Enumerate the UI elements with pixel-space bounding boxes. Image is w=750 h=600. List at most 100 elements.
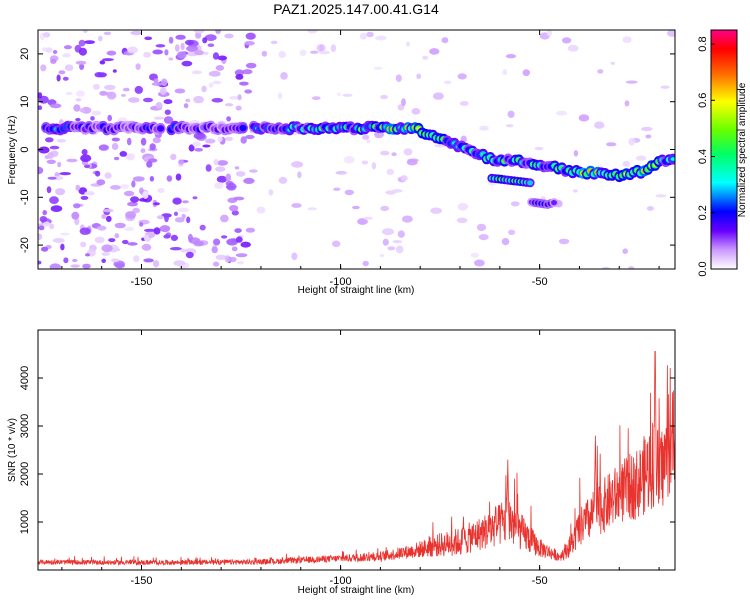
heatmap-noise-cell bbox=[98, 144, 109, 151]
heatmap-noise-cell bbox=[38, 146, 50, 154]
heatmap-noise-cell bbox=[47, 152, 54, 159]
heatmap-noise-cell bbox=[522, 69, 530, 77]
heatmap-noise-cell bbox=[234, 228, 242, 234]
heatmap-noise-cell bbox=[79, 227, 91, 235]
heatmap-noise-cell bbox=[501, 238, 510, 246]
heatmap-noise-cell bbox=[121, 93, 126, 97]
heatmap-noise-cell bbox=[112, 69, 117, 73]
heatmap-noise-cell bbox=[157, 188, 165, 193]
heatmap-noise-cell bbox=[400, 175, 408, 182]
heatmap-noise-cell bbox=[226, 238, 238, 246]
heatmap-noise-cell bbox=[534, 146, 544, 151]
heatmap-noise-cell bbox=[319, 44, 324, 52]
heatmap-noise-cell bbox=[406, 41, 410, 47]
heatmap-noise-cell bbox=[391, 152, 397, 157]
heatmap-noise-cell bbox=[188, 144, 195, 152]
heatmap-noise-cell bbox=[155, 44, 166, 48]
heatmap-noise-cell bbox=[373, 66, 383, 70]
heatmap-noise-cell bbox=[476, 223, 487, 232]
heatmap-noise-cell bbox=[56, 74, 61, 82]
heatmap-noise-cell bbox=[163, 234, 171, 239]
heatmap-noise-cell bbox=[114, 263, 125, 269]
heatmap-noise-cell bbox=[143, 234, 150, 242]
heatmap-noise-cell bbox=[144, 228, 156, 233]
heatmap-noise-cell bbox=[403, 148, 413, 156]
spectrogram-x-label: Height of straight line (km) bbox=[298, 285, 415, 296]
heatmap-noise-cell bbox=[101, 244, 113, 253]
heatmap-noise-cell bbox=[362, 134, 370, 140]
heatmap-noise-cell bbox=[47, 176, 57, 180]
heatmap-noise-cell bbox=[159, 87, 167, 95]
colorbar-tick-label: 0.0 bbox=[697, 261, 709, 276]
heatmap-noise-cell bbox=[625, 80, 638, 84]
heatmap-ridge-cell bbox=[157, 125, 165, 132]
heatmap-noise-cell bbox=[107, 91, 117, 100]
heatmap-noise-cell bbox=[344, 189, 354, 196]
y-tick-label: 20 bbox=[19, 48, 31, 60]
heatmap-noise-cell bbox=[235, 236, 243, 243]
heatmap-noise-cell bbox=[56, 139, 67, 143]
heatmap-noise-cell bbox=[508, 229, 516, 235]
heatmap-noise-cell bbox=[128, 97, 140, 103]
spectrogram-ticks: -150 -100 -50 20 10 0 -10 -20 bbox=[19, 30, 675, 288]
heatmap-noise-cell bbox=[299, 49, 307, 56]
heatmap-noise-cell bbox=[191, 70, 202, 75]
heatmap-noise-cell bbox=[382, 238, 389, 246]
heatmap-noise-cell bbox=[168, 57, 174, 61]
heatmap-noise-cell bbox=[78, 47, 87, 56]
heatmap-noise-cell bbox=[153, 260, 160, 268]
heatmap-noise-cell bbox=[395, 245, 404, 254]
x-tick-label: -100 bbox=[330, 276, 352, 288]
heatmap-noise-cell bbox=[235, 171, 246, 177]
heatmap-noise-cell bbox=[224, 33, 234, 39]
spectrogram-panel: -150 -100 -50 20 10 0 -10 -20 Height of straigh… bbox=[7, 29, 676, 296]
heatmap-noise-cell bbox=[362, 260, 369, 267]
heatmap-noise-cell bbox=[277, 92, 283, 100]
heatmap-noise-cell bbox=[194, 50, 204, 56]
heatmap-noise-cell bbox=[130, 196, 140, 203]
heatmap-noise-cell bbox=[556, 110, 568, 116]
heatmap-noise-cell bbox=[164, 214, 169, 223]
heatmap-noise-cell bbox=[152, 137, 161, 144]
heatmap-noise-cell bbox=[363, 216, 373, 220]
colorbar-gradient bbox=[710, 29, 738, 270]
heatmap-noise-cell bbox=[49, 145, 60, 150]
heatmap-noise-cell bbox=[50, 58, 57, 64]
chart-title: PAZ1.2025.147.00.41.G14 bbox=[273, 1, 439, 17]
heatmap-noise-cell bbox=[79, 108, 85, 113]
heatmap-noise-cell bbox=[240, 241, 251, 248]
heatmap-noise-cell bbox=[101, 258, 106, 263]
heatmap-noise-cell bbox=[141, 243, 152, 251]
heatmap-noise-cell bbox=[224, 255, 231, 263]
snr-x-label: Height of straight line (km) bbox=[298, 585, 415, 596]
heatmap-noise-cell bbox=[156, 215, 165, 220]
heatmap-noise-cell bbox=[280, 72, 288, 80]
heatmap-noise-cell bbox=[163, 99, 173, 105]
x-tick-label: -150 bbox=[130, 276, 152, 288]
heatmap-noise-cell bbox=[202, 37, 208, 44]
heatmap-noise-cell bbox=[558, 238, 570, 245]
heatmap-noise-cell bbox=[278, 176, 288, 184]
heatmap-noise-cell bbox=[478, 234, 489, 241]
heatmap-noise-cell bbox=[357, 218, 368, 225]
heatmap-noise-cell bbox=[62, 53, 71, 58]
snr-line-layer bbox=[38, 350, 675, 567]
y-tick-label: 10 bbox=[19, 96, 31, 108]
heatmap-noise-cell bbox=[127, 46, 138, 54]
heatmap-noise-cell bbox=[58, 70, 66, 75]
heatmap-noise-cell bbox=[49, 196, 59, 205]
heatmap-noise-cell bbox=[567, 44, 579, 52]
heatmap-noise-cell bbox=[278, 50, 287, 59]
heatmap-noise-cell bbox=[622, 248, 628, 254]
heatmap-noise-cell bbox=[416, 73, 422, 80]
heatmap-noise-cell bbox=[168, 36, 174, 44]
heatmap-noise-cell bbox=[110, 258, 120, 263]
heatmap-noise-cell bbox=[101, 214, 107, 219]
spectrogram-y-label: Frequency (Hz) bbox=[7, 116, 18, 185]
heatmap-noise-cell bbox=[42, 221, 51, 227]
heatmap-noise-cell bbox=[111, 137, 121, 142]
heatmap-noise-cell bbox=[72, 258, 78, 263]
heatmap-noise-cell bbox=[231, 210, 239, 216]
heatmap-noise-cell bbox=[107, 114, 112, 122]
heatmap-noise-cell bbox=[41, 246, 49, 252]
